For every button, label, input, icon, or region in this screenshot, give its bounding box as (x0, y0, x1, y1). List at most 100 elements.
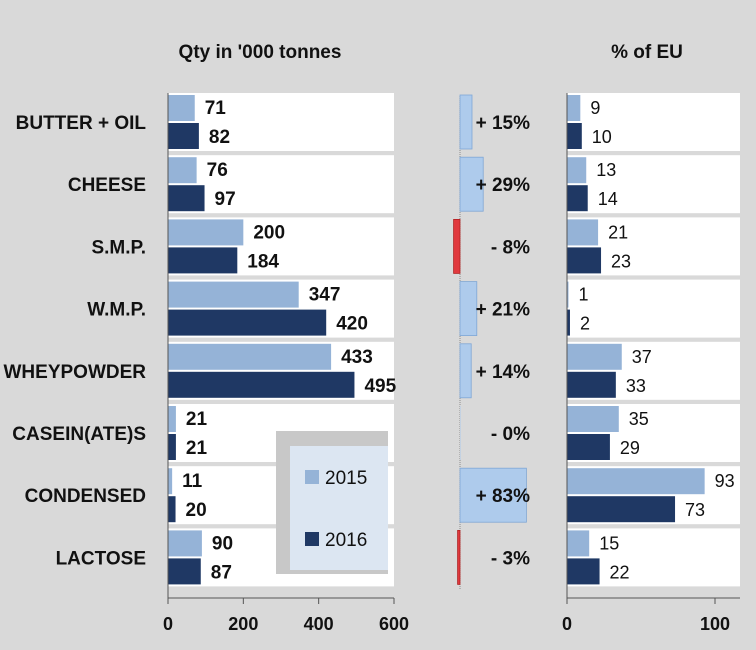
legend-label-2016: 2016 (325, 530, 367, 551)
pct-tick-label: 0 (562, 614, 572, 634)
qty-bar-2016 (168, 371, 355, 398)
qty-value-label-2015: 90 (212, 533, 233, 554)
change-label: + 21% (476, 300, 531, 321)
pct-value-label-2015: 13 (596, 160, 616, 180)
pct-value-label-2015: 35 (629, 409, 649, 429)
category-label: CHEESE (68, 175, 146, 196)
pct-value-label-2015: 21 (608, 222, 628, 242)
pct-bar-2015 (567, 281, 569, 308)
qty-value-label-2016: 420 (336, 314, 368, 335)
category-label: S.M.P. (91, 237, 146, 258)
pct-bar-2016 (567, 309, 570, 336)
pct-bar-2016 (567, 185, 588, 212)
qty-bar-2016 (168, 558, 201, 585)
qty-bar-2015 (168, 406, 176, 432)
pct-bar-2016 (567, 371, 616, 398)
pct-bar-2016 (567, 434, 610, 460)
change-label: + 83% (476, 486, 531, 507)
qty-tick-label: 0 (163, 614, 173, 634)
qty-bar-2016 (168, 185, 205, 212)
qty-value-label-2015: 433 (341, 347, 373, 368)
qty-value-label-2016: 21 (186, 438, 208, 459)
pct-value-label-2016: 23 (611, 251, 631, 271)
qty-bar-2015 (168, 219, 244, 246)
change-bar (453, 218, 461, 274)
change-bar (459, 281, 478, 337)
qty-bar-2016 (168, 434, 176, 460)
pct-value-label-2016: 10 (592, 127, 612, 147)
qty-bar-2015 (168, 343, 332, 370)
qty-tick-label: 200 (228, 614, 258, 634)
qty-tick-label: 600 (379, 614, 409, 634)
qty-bar-2015 (168, 95, 195, 121)
pct-bar-2016 (567, 247, 602, 274)
pct-bar-2015 (567, 406, 619, 432)
pct-bar-2016 (567, 123, 582, 149)
category-label: CONDENSED (25, 486, 146, 507)
qty-bar-2016 (168, 496, 176, 523)
pct-bar-2016 (567, 496, 676, 523)
category-label: BUTTER + OIL (16, 113, 147, 134)
qty-value-label-2016: 184 (247, 251, 279, 272)
qty-value-label-2015: 21 (186, 409, 208, 430)
category-label: W.M.P. (87, 300, 146, 321)
legend-background (290, 446, 388, 570)
legend-label-2015: 2015 (325, 468, 367, 489)
pct-value-label-2016: 2 (580, 314, 590, 334)
qty-row-panel (168, 155, 394, 214)
pct-row-panel (567, 93, 740, 151)
qty-tick-label: 400 (304, 614, 334, 634)
qty-bar-2016 (168, 123, 199, 149)
qty-bar-2015 (168, 281, 299, 308)
pct-value-label-2015: 9 (590, 98, 600, 118)
pct-row-panel (567, 155, 740, 214)
pct-tick-label: 100 (700, 614, 730, 634)
qty-value-label-2016: 20 (186, 500, 207, 521)
pct-bar-2015 (567, 157, 587, 184)
qty-bar-2015 (168, 468, 173, 495)
right-chart-title: % of EU (611, 42, 683, 63)
legend: 2015 2016 (276, 431, 388, 574)
change-bar (459, 156, 484, 212)
pct-value-label-2015: 1 (578, 285, 588, 305)
change-bar (459, 467, 527, 523)
qty-bar-2015 (168, 530, 202, 557)
change-label: + 14% (476, 362, 531, 383)
pct-bar-2015 (567, 343, 622, 370)
pct-value-label-2015: 93 (715, 471, 735, 491)
legend-swatch-2016 (305, 532, 319, 546)
change-bar (457, 530, 461, 585)
pct-value-label-2016: 33 (626, 376, 646, 396)
change-bar (459, 343, 472, 399)
pct-value-label-2016: 29 (620, 438, 640, 458)
qty-row-panel (168, 93, 394, 151)
change-label: - 3% (491, 548, 530, 569)
qty-value-label-2016: 97 (215, 189, 236, 210)
change-label: + 15% (476, 113, 531, 134)
pct-value-label-2015: 37 (632, 347, 652, 367)
qty-bar-2016 (168, 247, 238, 274)
pct-value-label-2016: 73 (685, 500, 705, 520)
change-bar (460, 406, 461, 460)
legend-swatch-2015 (305, 470, 319, 484)
qty-value-label-2016: 495 (364, 376, 396, 397)
qty-value-label-2015: 71 (205, 98, 227, 119)
category-label: CASEIN(ATE)S (12, 424, 146, 445)
qty-value-label-2015: 11 (182, 471, 203, 492)
qty-value-label-2015: 347 (309, 285, 341, 306)
category-label: WHEYPOWDER (4, 362, 147, 383)
pct-row-panel (567, 279, 740, 338)
qty-value-label-2016: 82 (209, 127, 230, 148)
pct-bar-2016 (567, 558, 600, 585)
change-label: + 29% (476, 175, 531, 196)
change-label: - 8% (491, 237, 530, 258)
pct-value-label-2015: 15 (599, 533, 619, 553)
pct-bar-2015 (567, 95, 581, 121)
qty-value-label-2015: 200 (253, 222, 285, 243)
qty-bar-2015 (168, 157, 197, 184)
pct-bar-2015 (567, 530, 590, 557)
category-label: LACTOSE (56, 548, 146, 569)
left-chart-title: Qty in '000 tonnes (179, 42, 342, 63)
change-label: - 0% (491, 424, 530, 445)
